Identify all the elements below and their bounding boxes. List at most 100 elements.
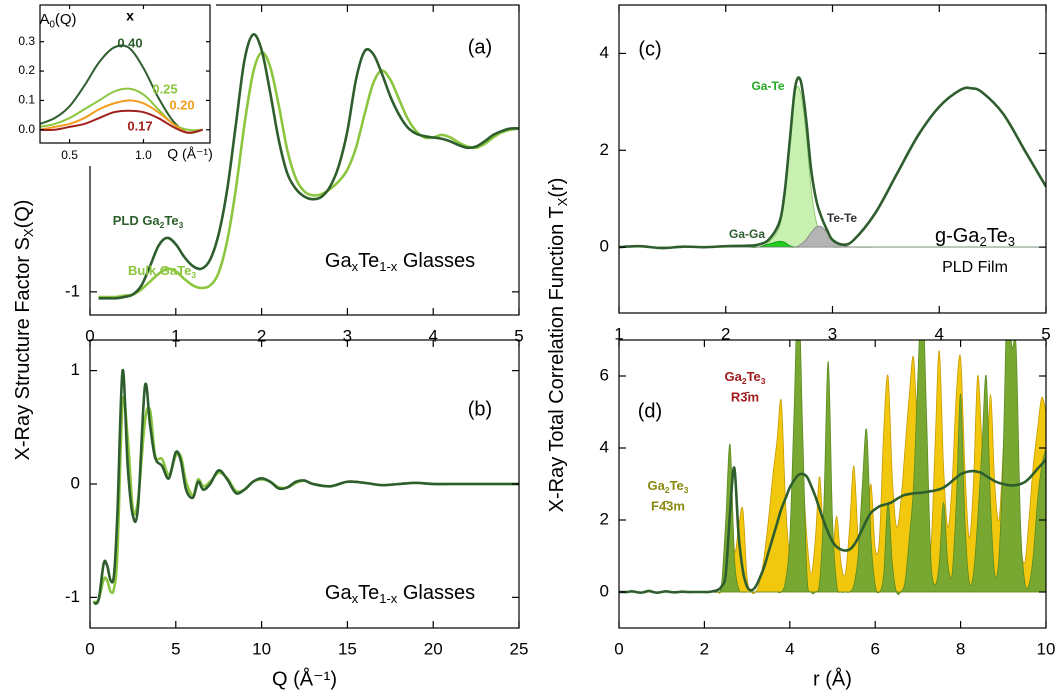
text-part: Te (670, 478, 684, 493)
inset-background (0, 0, 216, 166)
line (40, 109, 203, 134)
x-tick-label: 2 (700, 639, 709, 658)
line (92, 369, 519, 605)
y-tick-label: 4 (600, 43, 609, 62)
subscript: x (352, 591, 359, 606)
x-tick-label: 25 (510, 639, 529, 658)
line (40, 99, 203, 134)
text-part: X-Ray Total Correlation Function T (546, 206, 568, 512)
text-part: Glasses (397, 250, 475, 272)
annotation: GaxTe1-x Glasses (325, 250, 475, 274)
subscript: X (21, 228, 36, 237)
x-tick-label: 1 (171, 326, 180, 345)
y-tick-label: 2 (600, 509, 609, 528)
x-tick-label: 1 (614, 324, 623, 343)
line (619, 458, 1046, 595)
text-part: Te (358, 250, 379, 272)
x-tick-label: 2 (721, 324, 730, 343)
text-part: Te (987, 225, 1008, 247)
text-part: (r) (546, 178, 568, 198)
y-tick-label: 0 (600, 237, 609, 256)
y-tick-label: -1 (65, 281, 80, 300)
subscript: 0 (49, 19, 55, 30)
series-label: R3̄m (731, 389, 759, 404)
x-tick-label: 0 (85, 326, 94, 345)
line (98, 33, 519, 300)
text-part: Glasses (397, 582, 475, 604)
line (40, 44, 203, 135)
y-tick-label: 4 (600, 437, 609, 456)
x-tick-label: 15 (338, 639, 357, 658)
y-tick-label: 2 (600, 140, 609, 159)
subscript: 2 (979, 234, 986, 249)
annotation: (d) (638, 400, 662, 422)
legend-title: x (126, 8, 134, 24)
x-tick-label: 5 (514, 326, 523, 345)
line (98, 51, 519, 299)
y-tick-label: 0 (600, 581, 609, 600)
subscript: 1-x (379, 591, 398, 606)
annotation: (c) (638, 38, 661, 60)
x-tick-label: 3 (828, 324, 837, 343)
y-tick-label: 0.1 (18, 93, 35, 107)
x-tick-label: 10 (252, 639, 271, 658)
subscript: 3 (684, 485, 689, 495)
subscript: 2 (160, 220, 165, 230)
series-label: F4̄3m (651, 498, 685, 513)
x-axis-label: r (Å) (813, 667, 852, 690)
text-part: X-Ray Structure Factor S (12, 237, 34, 460)
text-part: Ga (325, 250, 353, 272)
x-tick-label: 5 (171, 639, 180, 658)
x-tick-label: 4 (785, 639, 794, 658)
plot-area (98, 33, 519, 300)
plot-area (619, 76, 1046, 250)
x-tick-label: 20 (424, 639, 443, 658)
series-label: 0.25 (152, 81, 177, 96)
text-part: g-Ga (935, 225, 980, 247)
subscript: 3 (761, 376, 766, 386)
frame (39, 4, 211, 144)
text-part: PLD Ga (113, 213, 161, 228)
x-tick-label: 3 (343, 326, 352, 345)
x-tick-label: 6 (870, 639, 879, 658)
plot-area (40, 44, 203, 135)
inset-title: A0(Q) (39, 11, 76, 30)
x-tick-label: 0.5 (61, 148, 78, 162)
x-tick-label: 0 (614, 639, 623, 658)
annotation: g-Ga2Te3 (935, 225, 1015, 249)
annotation: (b) (468, 398, 492, 420)
subscript: 1-x (379, 259, 398, 274)
text-part: A (39, 11, 49, 28)
subscript: 2 (665, 485, 670, 495)
text-part: Ga (648, 478, 666, 493)
x-tick-label: 4 (935, 324, 944, 343)
text-part: Te (358, 582, 379, 604)
frame (618, 339, 1047, 629)
y-tick-label: 0 (71, 473, 80, 492)
y-tick-label: 1 (71, 360, 80, 379)
y-axis-label: X-Ray Structure Factor SX(Q) (12, 200, 36, 461)
text-part: Bulk GaTe (128, 263, 191, 278)
annotation: (a) (468, 36, 492, 58)
series-label: Bulk GaTe3 (128, 263, 196, 280)
x-tick-label: 5 (1041, 324, 1050, 343)
y-axis-label: X-Ray Total Correlation Function TX(r) (546, 178, 570, 513)
y-tick-label: 6 (600, 365, 609, 384)
series-label: 0.20 (169, 97, 194, 112)
series-label: Te-Te (827, 211, 858, 225)
series-label: 0.40 (117, 35, 142, 50)
y-tick-label: -1 (65, 587, 80, 606)
x-tick-label: 10 (1037, 639, 1056, 658)
text-part: Ga (725, 369, 743, 384)
line (619, 76, 1046, 250)
x-tick-label: 2 (257, 326, 266, 345)
subscript: X (555, 197, 570, 206)
subscript: 3 (179, 220, 184, 230)
subscript: x (352, 259, 359, 274)
x-tick-label: 1.0 (135, 148, 152, 162)
series-label: Ga-Te (751, 79, 784, 93)
plot-area (92, 369, 519, 605)
series-label: 0.17 (127, 118, 152, 133)
x-axis-label: Q (Å⁻¹) (272, 667, 337, 690)
